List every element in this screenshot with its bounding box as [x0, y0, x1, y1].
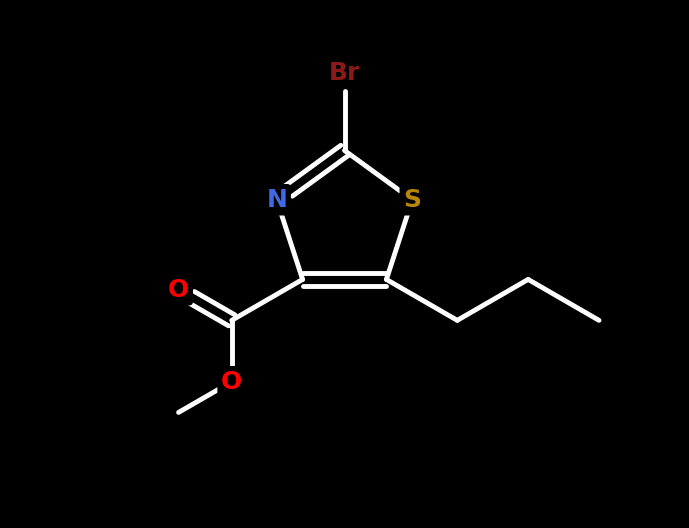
Text: S: S — [403, 188, 421, 212]
Text: N: N — [266, 188, 287, 212]
Text: O: O — [221, 370, 243, 394]
Text: O: O — [168, 278, 189, 301]
Text: Br: Br — [329, 61, 360, 84]
